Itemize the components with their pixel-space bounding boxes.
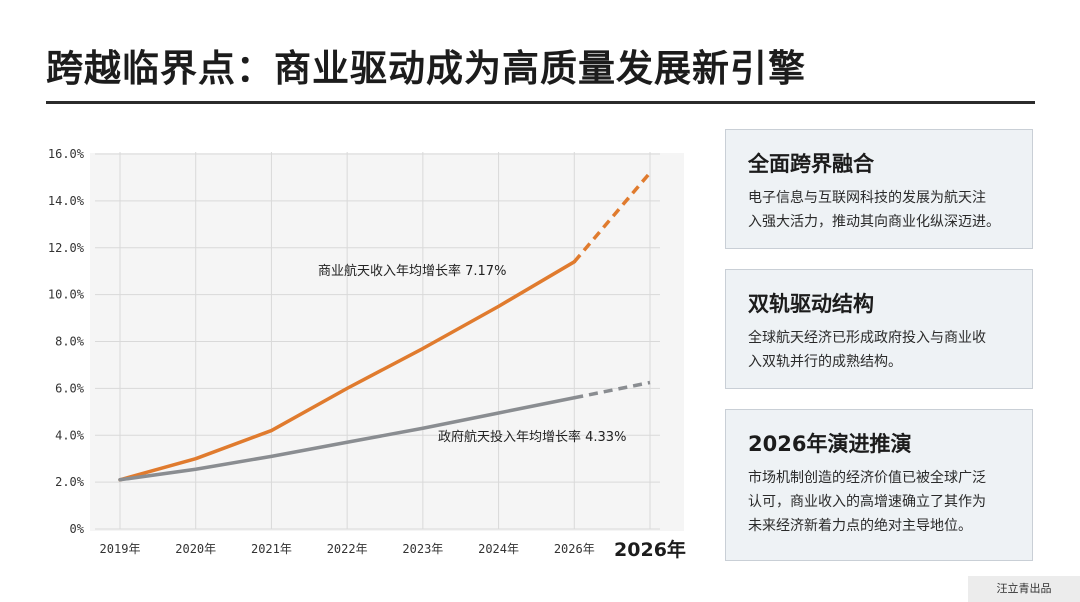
card-title: 全面跨界融合 xyxy=(748,152,874,176)
page-title: 跨越临界点：商业驱动成为高质量发展新引擎 xyxy=(46,47,806,90)
card-line: 市场机制创造的经济价值已被全球广泛 xyxy=(748,470,986,486)
card-body: 电子信息与互联网科技的发展为航天注 入强大活力，推动其向商业化纵深迈进。 xyxy=(748,186,1014,234)
card-2026-projection: 2026年演进推演 市场机制创造的经济价值已被全球广泛 认可，商业收入的高增速确… xyxy=(725,409,1033,561)
credit-badge: 汪立青出品 xyxy=(968,576,1080,602)
card-cross-border-fusion: 全面跨界融合 电子信息与互联网科技的发展为航天注 入强大活力，推动其向商业化纵深… xyxy=(725,129,1033,249)
series-line-projection xyxy=(573,380,651,400)
x-tick-label: 2026年 xyxy=(554,542,595,556)
x-tick-label: 2020年 xyxy=(175,542,216,556)
y-tick-label: 6.0% xyxy=(55,381,85,395)
card-dual-track-structure: 双轨驱动结构 全球航天经济已形成政府投入与商业收 入双轨并行的成熟结构。 xyxy=(725,269,1033,389)
card-line: 认可，商业收入的高增速确立了其作为 xyxy=(748,494,986,510)
y-tick-label: 0% xyxy=(70,522,85,536)
card-title: 2026年演进推演 xyxy=(748,432,912,456)
y-tick-label: 16.0% xyxy=(48,147,85,161)
series-line-projection xyxy=(572,171,652,263)
card-line: 全球航天经济已形成政府投入与商业收 xyxy=(748,330,986,346)
chart-grid xyxy=(95,152,660,530)
y-tick-label: 12.0% xyxy=(48,241,85,255)
x-tick-label: 2023年 xyxy=(402,542,443,556)
x-tick-label: 2022年 xyxy=(327,542,368,556)
card-body: 市场机制创造的经济价值已被全球广泛 认可，商业收入的高增速确立了其作为 未来经济… xyxy=(748,466,1014,538)
series-labels: 商业航天收入年均增长率 7.17% 政府航天投入年均增长率 4.33% xyxy=(318,263,626,445)
x-tick-label: 2024年 xyxy=(478,542,519,556)
x-tick-label: 2021年 xyxy=(251,542,292,556)
series-line-solid xyxy=(118,396,577,482)
chart-series xyxy=(118,171,652,482)
y-tick-label: 8.0% xyxy=(55,335,85,349)
card-line: 未来经济新着力点的绝对主导地位。 xyxy=(748,518,972,534)
title-divider xyxy=(46,101,1035,104)
y-tick-label: 4.0% xyxy=(55,428,85,442)
card-title: 双轨驱动结构 xyxy=(748,292,874,316)
series-line-solid xyxy=(118,260,577,482)
x-tick-label: 2019年 xyxy=(100,542,141,556)
y-tick-label: 2.0% xyxy=(55,475,85,489)
y-tick-label: 10.0% xyxy=(48,288,85,302)
series-label-commercial: 商业航天收入年均增长率 7.17% xyxy=(318,263,506,279)
card-line: 入双轨并行的成熟结构。 xyxy=(748,354,902,370)
card-line: 电子信息与互联网科技的发展为航天注 xyxy=(748,190,986,206)
x-axis: 2019年 2020年 2021年 2022年 2023年 2024年 2026年 2026年 xyxy=(100,538,686,561)
x-tick-label: 2026年 xyxy=(614,538,686,561)
card-body: 全球航天经济已形成政府投入与商业收 入双轨并行的成熟结构。 xyxy=(748,326,1014,374)
y-tick-label: 14.0% xyxy=(48,194,85,208)
series-label-government: 政府航天投入年均增长率 4.33% xyxy=(438,429,626,445)
card-line: 入强大活力，推动其向商业化纵深迈进。 xyxy=(748,214,1000,230)
y-axis: 0% 2.0% 4.0% 6.0% 8.0% 10.0% 12.0% 14.0% 16.0% xyxy=(48,147,85,536)
growth-line-chart: 0% 2.0% 4.0% 6.0% 8.0% 10.0% 12.0% 14.0% 16.0% 2… xyxy=(48,147,686,561)
